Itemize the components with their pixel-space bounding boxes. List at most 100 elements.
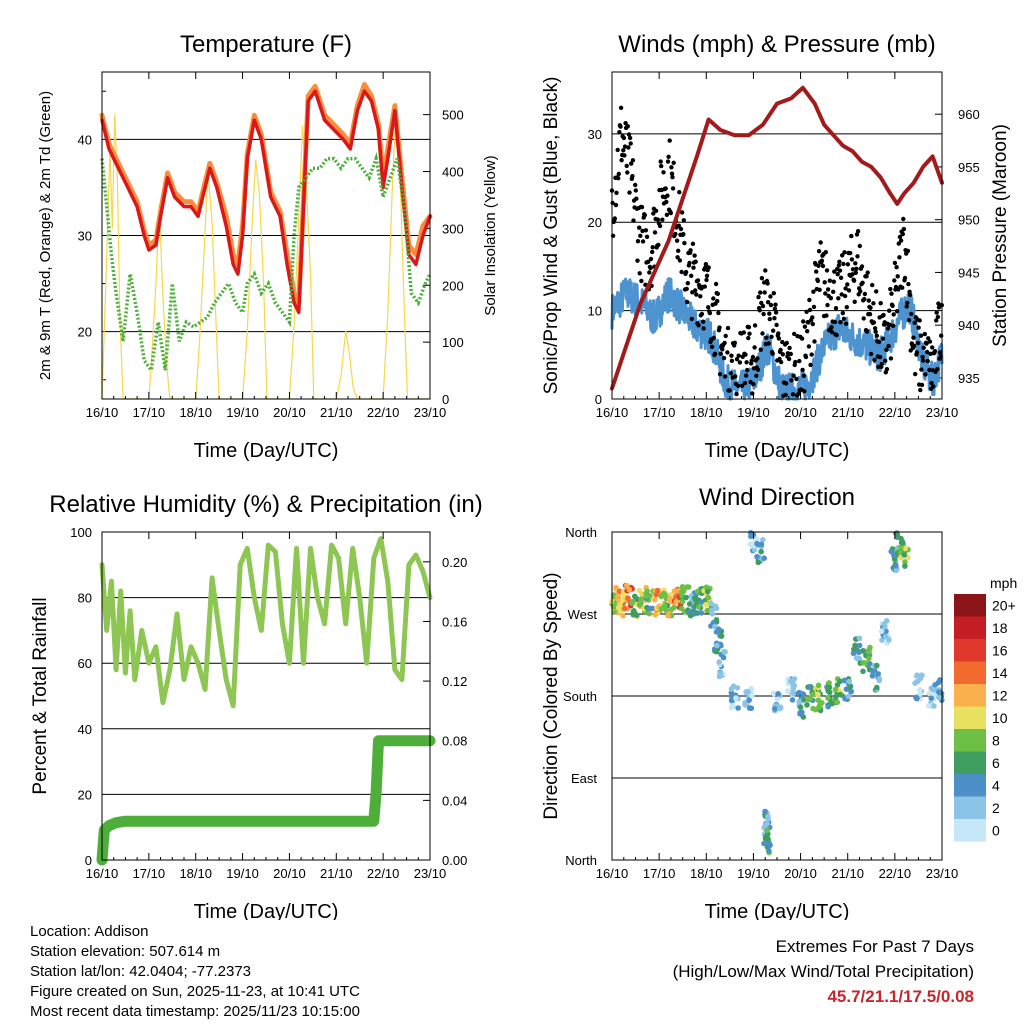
direction-point bbox=[708, 600, 714, 607]
direction-point bbox=[902, 563, 908, 569]
gust-point bbox=[770, 351, 775, 356]
gust-point bbox=[845, 262, 851, 267]
direction-point bbox=[845, 693, 852, 700]
gust-point bbox=[631, 218, 636, 223]
gust-point bbox=[616, 171, 621, 177]
gust-point bbox=[660, 217, 665, 222]
gust-point bbox=[802, 324, 808, 329]
gust-point bbox=[756, 294, 761, 300]
gust-point bbox=[831, 279, 836, 284]
gust-point bbox=[773, 310, 779, 315]
direction-point bbox=[848, 688, 854, 695]
direction-point bbox=[704, 602, 710, 608]
gust-point bbox=[745, 368, 750, 373]
gust-point bbox=[681, 218, 686, 223]
gust-point bbox=[853, 261, 858, 266]
gust-point bbox=[743, 352, 748, 357]
gust-point bbox=[690, 241, 696, 246]
colorbar-label: 8 bbox=[992, 732, 1000, 748]
gust-point bbox=[768, 294, 773, 299]
x-tick-label: 19/10 bbox=[737, 866, 770, 881]
gust-point bbox=[918, 333, 924, 338]
y2-tick-label: 0.00 bbox=[442, 853, 467, 868]
direction-point bbox=[810, 691, 816, 698]
y2-tick-label: 200 bbox=[442, 278, 464, 293]
gust-point bbox=[884, 367, 890, 372]
gust-point bbox=[793, 359, 798, 365]
gust-point bbox=[796, 391, 801, 396]
gust-point bbox=[919, 367, 924, 372]
gust-point bbox=[657, 223, 663, 229]
gust-point bbox=[876, 339, 882, 345]
gust-point bbox=[725, 350, 730, 355]
x-tick-label: 22/10 bbox=[879, 405, 912, 420]
gust-point bbox=[717, 325, 722, 330]
colorbar-label: 2 bbox=[992, 800, 1000, 816]
gust-point bbox=[915, 340, 921, 346]
direction-point bbox=[856, 642, 863, 649]
gust-point bbox=[729, 358, 735, 363]
gust-point bbox=[842, 293, 848, 299]
gust-point bbox=[757, 308, 762, 313]
gust-point bbox=[693, 259, 698, 264]
station-elevation: Station elevation: 507.614 m bbox=[30, 943, 221, 960]
direction-point bbox=[678, 605, 685, 612]
gust-point bbox=[896, 241, 901, 246]
temperature-frame bbox=[101, 71, 431, 400]
y2-tick-label: 300 bbox=[442, 221, 464, 236]
gust-point bbox=[733, 374, 738, 379]
direction-point bbox=[651, 597, 658, 603]
temperature-title: Temperature (F) bbox=[180, 31, 352, 58]
gust-point bbox=[932, 349, 938, 354]
gust-point bbox=[816, 249, 822, 254]
gust-point bbox=[749, 358, 754, 363]
gust-point bbox=[758, 290, 763, 295]
gust-point bbox=[865, 270, 870, 275]
gust-point bbox=[703, 262, 709, 267]
gust-point bbox=[810, 321, 815, 327]
direction-point bbox=[643, 593, 650, 599]
gust-point bbox=[639, 204, 645, 210]
gust-point bbox=[871, 320, 877, 325]
y2-tick-label: 940 bbox=[958, 318, 980, 333]
y-tick-label: 30 bbox=[588, 127, 602, 142]
direction-point bbox=[694, 610, 701, 616]
x-tick-label: 18/10 bbox=[179, 405, 212, 420]
gust-point bbox=[877, 354, 883, 360]
direction-point bbox=[632, 593, 638, 600]
x-tick-label: 22/10 bbox=[367, 405, 400, 420]
gust-point bbox=[907, 292, 913, 298]
gust-point bbox=[776, 336, 782, 341]
gust-point bbox=[716, 310, 721, 316]
x-tick-label: 16/10 bbox=[596, 405, 629, 420]
gust-point bbox=[935, 366, 940, 372]
gust-point bbox=[836, 263, 842, 268]
gust-point bbox=[634, 196, 639, 201]
direction-point bbox=[797, 704, 804, 710]
x-tick-label: 23/10 bbox=[926, 866, 959, 881]
gust-point bbox=[647, 270, 652, 275]
colorbar-swatch bbox=[954, 819, 986, 842]
gust-point bbox=[824, 313, 829, 318]
gust-point bbox=[844, 305, 849, 310]
gust-point bbox=[929, 380, 934, 386]
gust-point bbox=[895, 274, 900, 279]
x-tick-label: 23/10 bbox=[414, 405, 447, 420]
gust-point bbox=[809, 352, 814, 357]
gust-point bbox=[804, 309, 809, 314]
extremes-box: Extremes For Past 7 Days (High/Low/Max W… bbox=[673, 934, 974, 1009]
wind-direction-xlabel: Time (Day/UTC) bbox=[705, 901, 850, 920]
y2-tick-label: 950 bbox=[958, 213, 980, 228]
gust-point bbox=[635, 258, 640, 263]
colorbar-label: 6 bbox=[992, 755, 1000, 771]
y-tick-label: 20 bbox=[78, 787, 92, 802]
gust-point bbox=[681, 232, 686, 237]
gust-point bbox=[722, 340, 727, 346]
gust-point bbox=[816, 263, 821, 268]
x-tick-label: 16/10 bbox=[596, 866, 629, 881]
gust-point bbox=[743, 373, 749, 378]
gust-point bbox=[921, 345, 926, 350]
direction-point bbox=[646, 610, 652, 617]
x-tick-label: 18/10 bbox=[179, 866, 212, 881]
y2-tick-label: 500 bbox=[442, 108, 464, 123]
